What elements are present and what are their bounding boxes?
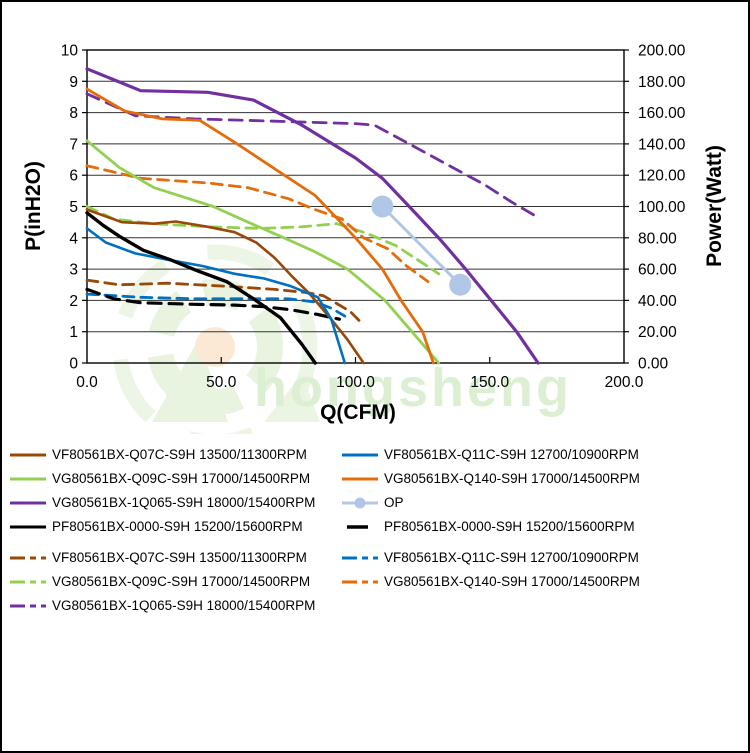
legend-item: VG80561BX-Q140-S9H 17000/14500RPM — [341, 472, 640, 486]
legend-label: VG80561BX-1Q065-S9H 18000/15400RPM — [52, 598, 316, 614]
legend-row: VG80561BX-Q09C-S9H 17000/14500RPM VG80561… — [9, 570, 744, 594]
left-axis-tick-label: 4 — [69, 230, 78, 247]
series-power — [85, 287, 341, 321]
legend-item: PF80561BX-0000-S9H 15200/15600RPM — [9, 520, 341, 534]
legend-item: VG80561BX-1Q065-S9H 18000/15400RPM — [9, 599, 341, 613]
axis-labels: 109876543210200.00180.00160.00140.00120.… — [61, 43, 686, 392]
legend-label: VG80561BX-Q140-S9H 17000/14500RPM — [384, 471, 640, 487]
series-power — [85, 278, 363, 324]
legend-swatch-dashed — [342, 556, 378, 560]
left-axis-tick-label: 3 — [69, 262, 78, 279]
legend-item: VF80561BX-Q11C-S9H 12700/10900RPM — [341, 551, 639, 565]
legend-row: VF80561BX-Q07C-S9H 13500/11300RPM VF80561… — [9, 443, 744, 467]
series-static-pressure — [85, 67, 540, 365]
legend-item: VF80561BX-Q07C-S9H 13500/11300RPM — [9, 551, 341, 565]
hongsheng-watermark: hongsheng — [112, 244, 572, 434]
series-static-pressure — [85, 211, 317, 365]
right-axis-tick-label: 60.00 — [638, 262, 677, 279]
legend-swatch-solid — [342, 477, 378, 481]
legend-swatch-solid — [342, 453, 378, 457]
legend-swatch-solid — [10, 453, 46, 457]
right-axis-tick-label: 100.00 — [638, 199, 686, 216]
legend-item: VG80561BX-Q140-S9H 17000/14500RPM — [341, 575, 640, 589]
legend-swatch-solid — [10, 501, 46, 505]
x-axis-title: Q(CFM) — [320, 401, 396, 424]
legend-label: VF80561BX-Q11C-S9H 12700/10900RPM — [384, 447, 639, 463]
left-axis-tick-label: 0 — [69, 356, 78, 373]
right-axis-tick-label: 180.00 — [638, 74, 686, 91]
right-axis-tick-label: 80.00 — [638, 230, 677, 247]
legend-label: VG80561BX-1Q065-S9H 18000/15400RPM — [52, 495, 316, 511]
legend-label: VF80561BX-Q07C-S9H 13500/11300RPM — [52, 550, 307, 566]
series-power — [85, 292, 347, 318]
series-static-pressure — [85, 227, 347, 365]
left-axis-tick-label: 8 — [69, 105, 78, 122]
legend-swatch-solid — [10, 477, 46, 481]
legend-swatch-dashed — [342, 580, 378, 584]
left-axis-tick-label: 1 — [69, 324, 78, 341]
watermark-text: hongsheng — [254, 358, 572, 418]
legend-label: VG80561BX-Q140-S9H 17000/14500RPM — [384, 574, 640, 590]
legend-item: VF80561BX-Q07C-S9H 13500/11300RPM — [9, 448, 341, 462]
legend-row: VG80561BX-Q09C-S9H 17000/14500RPM VG80561… — [9, 467, 744, 491]
legend-row: PF80561BX-0000-S9H 15200/15600RPM PF80561… — [9, 515, 744, 539]
legend-label: PF80561BX-0000-S9H 15200/15600RPM — [52, 519, 303, 535]
x-axis-tick-label: 100.0 — [336, 374, 375, 391]
legend-swatch-dashed — [10, 604, 46, 608]
x-axis-tick-label: 150.0 — [470, 374, 509, 391]
legend: VF80561BX-Q07C-S9H 13500/11300RPM VF80561… — [9, 443, 744, 618]
series-static-pressure — [85, 87, 435, 365]
x-axis-tick-label: 200.0 — [605, 374, 644, 391]
series-operating-points — [380, 205, 462, 287]
legend-row: VG80561BX-1Q065-S9H 18000/15400RPM — [9, 594, 744, 618]
left-axis-tick-label: 6 — [69, 168, 78, 185]
right-axis-tick-label: 160.00 — [638, 105, 686, 122]
legend-swatch-dashed — [10, 580, 46, 584]
legend-label: VG80561BX-Q09C-S9H 17000/14500RPM — [52, 471, 311, 487]
legend-row: VG80561BX-1Q065-S9H 18000/15400RPM OP — [9, 491, 744, 515]
left-axis-tick-label: 2 — [69, 293, 78, 310]
x-axis-tick-label: 50.0 — [206, 374, 237, 391]
series-power — [85, 164, 430, 284]
right-axis-tick-label: 120.00 — [638, 168, 686, 185]
legend-item: PF80561BX-0000-S9H 15200/15600RPM — [341, 520, 635, 534]
legend-item: OP — [341, 496, 404, 510]
left-axis-tick-label: 7 — [69, 136, 78, 153]
op-marker — [371, 195, 394, 218]
legend-swatch-op — [342, 497, 378, 509]
curves — [85, 67, 540, 365]
legend-swatch-solid — [10, 525, 46, 529]
legend-item: VF80561BX-Q11C-S9H 12700/10900RPM — [341, 448, 639, 462]
legend-label: PF80561BX-0000-S9H 15200/15600RPM — [384, 519, 635, 535]
right-axis-tick-label: 140.00 — [638, 136, 686, 153]
right-axis-tick-label: 20.00 — [638, 324, 677, 341]
left-axis-tick-label: 10 — [61, 43, 79, 60]
right-y-axis-title: Power(Watt) — [703, 145, 726, 267]
left-axis-tick-label: 5 — [69, 199, 78, 216]
legend-label: VF80561BX-Q11C-S9H 12700/10900RPM — [384, 550, 639, 566]
legend-item: VG80561BX-Q09C-S9H 17000/14500RPM — [9, 472, 341, 486]
fan-performance-chart: hongsheng 109876543210200.00180.00160.00… — [22, 43, 726, 434]
right-axis-tick-label: 0.00 — [638, 356, 669, 373]
legend-row: VF80561BX-Q07C-S9H 13500/11300RPM VF80561… — [9, 546, 744, 570]
x-axis-tick-label: 0.0 — [76, 374, 98, 391]
series-power — [85, 92, 537, 218]
right-axis-tick-label: 200.00 — [638, 43, 686, 60]
legend-label: VG80561BX-Q09C-S9H 17000/14500RPM — [52, 574, 311, 590]
op-marker — [449, 273, 472, 296]
legend-item: VG80561BX-1Q065-S9H 18000/15400RPM — [9, 496, 341, 510]
series-static-pressure — [85, 139, 441, 365]
left-axis-tick-label: 9 — [69, 74, 78, 91]
legend-swatch-dashed — [10, 556, 46, 560]
legend-label: OP — [384, 495, 404, 511]
legend-label: VF80561BX-Q07C-S9H 13500/11300RPM — [52, 447, 307, 463]
legend-swatch-short-dash — [347, 525, 368, 529]
left-y-axis-title: P(inH2O) — [22, 161, 45, 251]
right-axis-tick-label: 40.00 — [638, 293, 677, 310]
legend-item: VG80561BX-Q09C-S9H 17000/14500RPM — [9, 575, 341, 589]
gridlines — [82, 49, 629, 364]
